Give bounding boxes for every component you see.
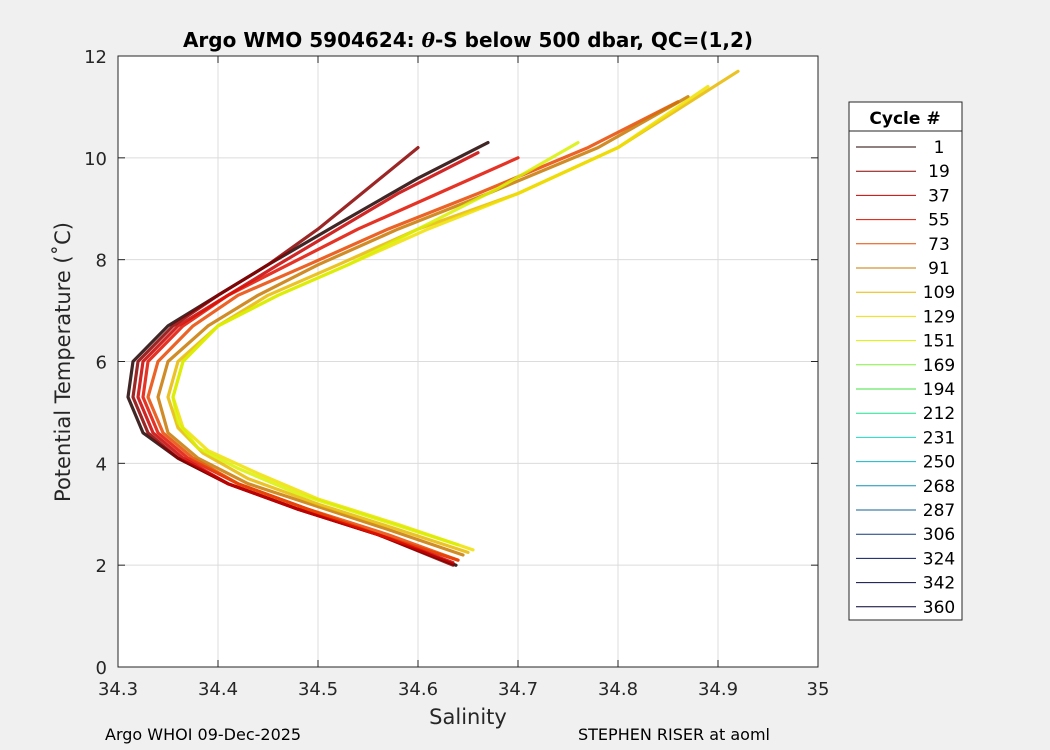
legend-label: 169 [923, 356, 955, 376]
legend-label: 194 [923, 380, 955, 400]
y-tick-label: 12 [84, 47, 107, 68]
legend-label: 129 [923, 307, 955, 327]
legend-label: 91 [928, 259, 950, 279]
axis-ticks: 34.3 34.4 34.5 34.6 34.7 34.8 34.9 35 0 2 4 6 8 10 12 [84, 47, 829, 700]
legend-label: 342 [923, 574, 955, 594]
series-line [171, 141, 580, 547]
title-prefix: Argo WMO 5904624: [183, 28, 422, 52]
series-line [156, 95, 690, 557]
x-tick-label: 34.5 [298, 679, 338, 700]
legend-label: 37 [928, 186, 950, 206]
legend-label: 73 [928, 235, 950, 255]
legend-label: 212 [923, 404, 955, 424]
legend-label: 1 [934, 138, 945, 158]
y-axis-label: Potential Temperature (˚C) [51, 222, 75, 502]
x-axis-label: Salinity [429, 705, 507, 729]
x-tick-label: 34.8 [598, 679, 638, 700]
legend-label: 231 [923, 428, 955, 448]
legend-label: 151 [923, 332, 955, 352]
x-tick-label: 34.9 [698, 679, 738, 700]
legend: Cycle # 1 19 37 55 73 91 109 129 151 169 194 212 231… [848, 101, 963, 621]
legend-label: 268 [923, 477, 955, 497]
legend-label: 250 [923, 453, 955, 473]
x-tick-label: 35 [807, 679, 830, 700]
y-tick-label: 10 [84, 149, 107, 170]
legend-label: 287 [923, 501, 955, 521]
legend-box [848, 101, 963, 621]
legend-label: 324 [923, 549, 955, 569]
footer-left: Argo WHOI 09-Dec-2025 [105, 725, 302, 744]
footer-right: STEPHEN RISER at aoml [578, 725, 770, 744]
x-tick-label: 34.3 [98, 679, 138, 700]
legend-label: 19 [928, 162, 950, 182]
y-tick-label: 6 [96, 353, 107, 374]
y-tick-label: 2 [96, 556, 107, 577]
y-tick-label: 0 [96, 658, 107, 679]
legend-label: 55 [928, 211, 950, 231]
legend-label: 360 [923, 598, 955, 618]
y-tick-label: 8 [96, 251, 107, 272]
legend-entries: 1 19 37 55 73 91 109 129 151 169 194 212 231 250 268 28… [856, 138, 955, 618]
chart-title: Argo WMO 5904624: θ-S below 500 dbar, QC… [183, 28, 753, 52]
title-suffix: -S below 500 dbar, QC=(1,2) [435, 28, 753, 52]
title-theta: θ [422, 28, 436, 52]
x-tick-label: 34.6 [398, 679, 438, 700]
x-tick-label: 34.4 [198, 679, 238, 700]
legend-label: 306 [923, 525, 955, 545]
legend-label: 109 [923, 283, 955, 303]
legend-title: Cycle # [869, 109, 940, 129]
y-tick-label: 4 [96, 454, 107, 475]
series-line [136, 151, 480, 565]
data-series [126, 69, 740, 567]
series-line [146, 100, 680, 562]
x-tick-label: 34.7 [498, 679, 538, 700]
